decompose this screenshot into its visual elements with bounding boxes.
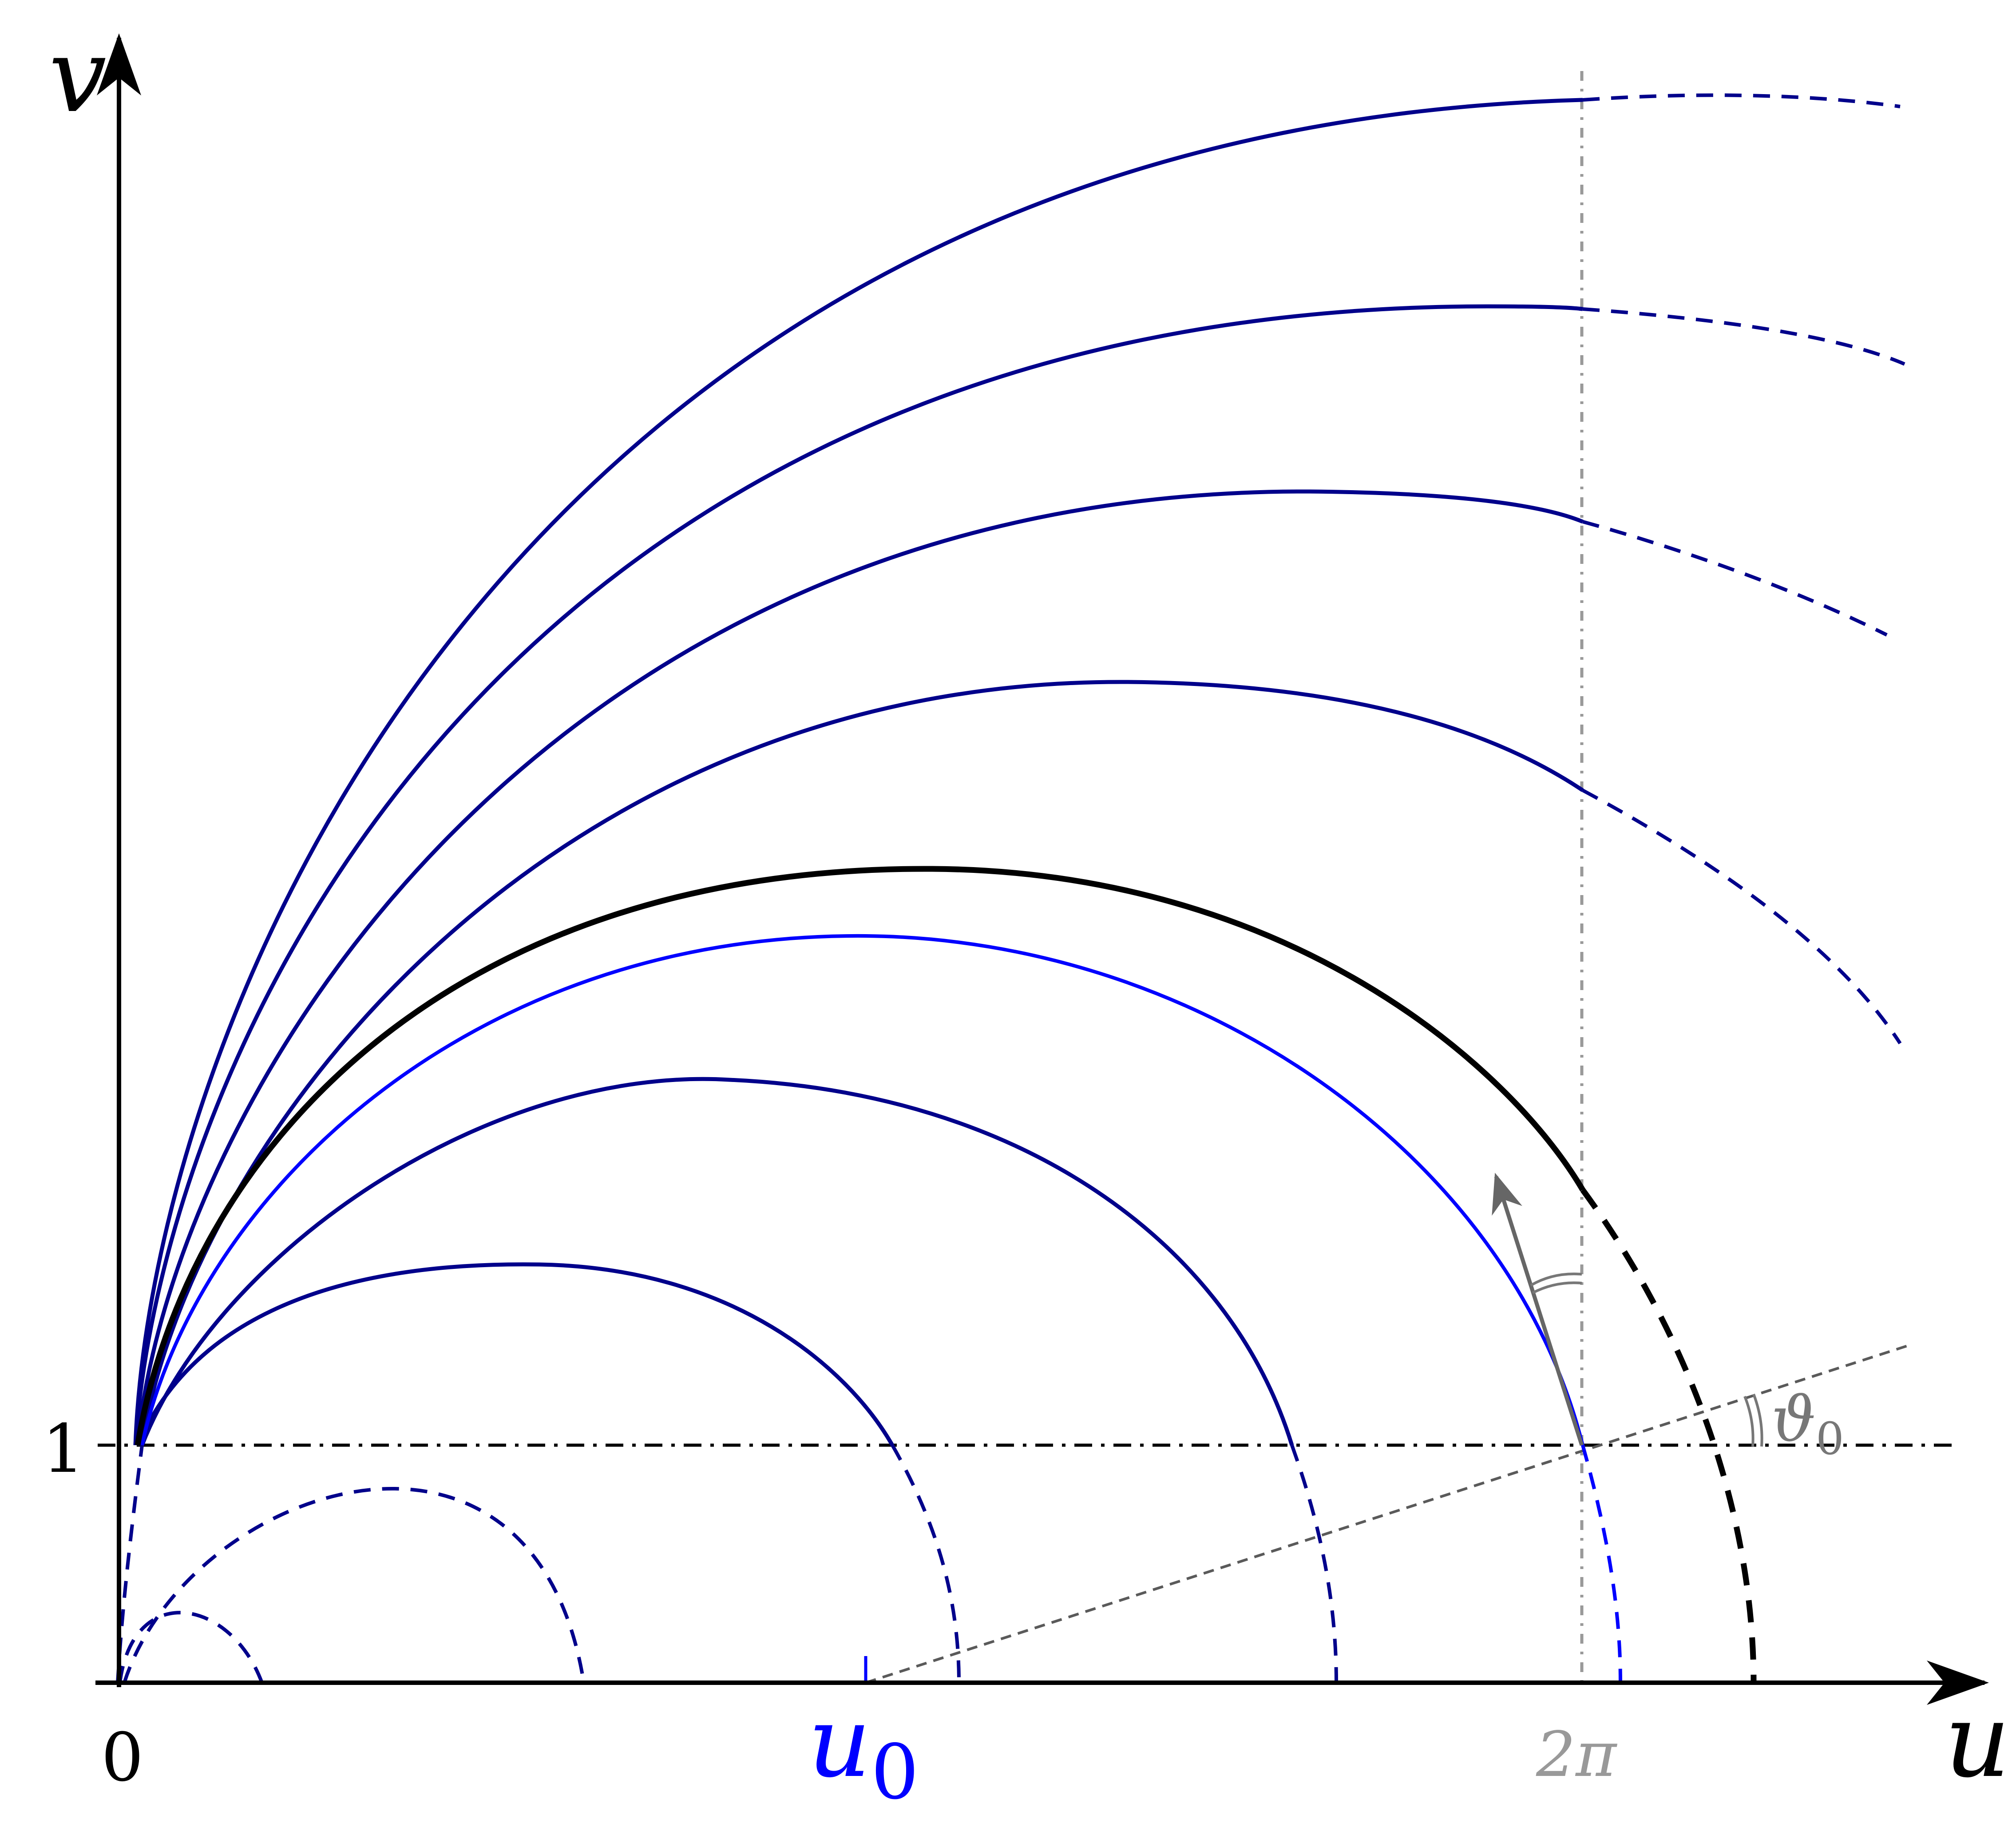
curve-4-dashed <box>1582 789 1902 1045</box>
curve-2-dashed <box>1290 1444 1338 1683</box>
curve-3-dashed <box>1581 1444 1622 1683</box>
theta0-label-main: ϑ <box>1771 1383 1816 1456</box>
curve-6-dashed <box>1582 307 1905 366</box>
curve-7-dashed <box>1582 93 1901 108</box>
tangent-arrow <box>1492 1173 1584 1446</box>
u0-label-sub: 0 <box>871 1728 919 1816</box>
curve-5 <box>135 489 1584 1446</box>
angle-arc-tangent-2 <box>1532 1281 1582 1294</box>
origin-label: 0 <box>101 1719 143 1796</box>
u-axis-label: u <box>1945 1682 2010 1800</box>
two-pi-label: 2π <box>1536 1719 1618 1791</box>
theta0-label-sub: 0 <box>1816 1413 1844 1465</box>
curve-5-dashed <box>1582 520 1888 637</box>
critical-curve <box>135 866 1585 1446</box>
curve-1-dashed <box>891 1444 961 1683</box>
curve-2 <box>140 1077 1294 1446</box>
critical-curve-dashed <box>1580 1188 1757 1683</box>
curve-7 <box>133 98 1583 1446</box>
u0-label: u0 <box>808 1685 919 1816</box>
one-label: 1 <box>42 1411 84 1488</box>
curve-0-dashed <box>118 1611 264 1684</box>
curve-3-highlight <box>140 934 1584 1446</box>
theta-reference-line <box>865 1344 1909 1684</box>
v-axis-label: v <box>49 17 107 135</box>
curve-6 <box>133 304 1583 1446</box>
curve-1 <box>135 1262 894 1447</box>
curve-small-dashed <box>123 1486 586 1684</box>
angle-arc-theta <box>1743 1395 1755 1447</box>
theta0-label: ϑ0 <box>1771 1383 1844 1465</box>
solid-curves <box>133 98 1584 1447</box>
angle-arc-tangent <box>1530 1272 1582 1287</box>
u0-label-main: u <box>808 1685 871 1799</box>
angle-arc-theta-2 <box>1752 1393 1763 1447</box>
curve-4 <box>140 680 1584 1446</box>
